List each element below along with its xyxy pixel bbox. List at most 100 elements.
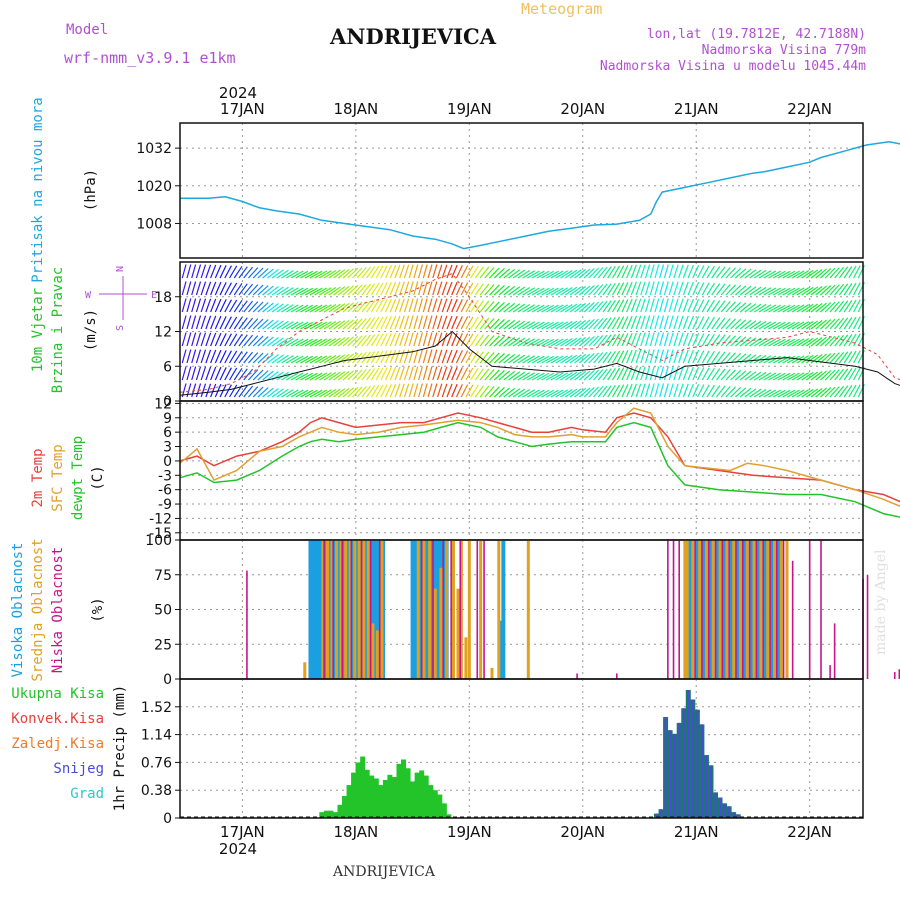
wind-barb xyxy=(276,320,289,330)
wind-barb xyxy=(734,319,747,330)
wind-barb xyxy=(640,315,646,330)
wind-barb xyxy=(427,315,433,330)
wind-barb xyxy=(195,264,202,279)
wind-barb xyxy=(805,286,819,296)
cloud-bar-low xyxy=(341,540,344,679)
wind-barb xyxy=(210,281,217,296)
wind-barb xyxy=(739,268,752,279)
wind-barb xyxy=(782,355,796,364)
wind-barb xyxy=(181,298,187,313)
precip-snow-bar xyxy=(705,755,708,818)
cloud-bar-mid xyxy=(428,540,432,679)
wind-barb xyxy=(715,385,726,398)
wind-barb xyxy=(843,283,853,296)
wind-barb xyxy=(328,354,341,364)
wind-barb xyxy=(569,337,582,347)
wind-barb xyxy=(418,349,423,364)
cloud-bar-mid xyxy=(785,540,789,679)
wind-barb xyxy=(824,335,836,347)
wind-barb xyxy=(829,267,840,279)
wind-barb xyxy=(768,270,781,279)
wind-barb xyxy=(545,355,559,364)
wind-barb xyxy=(248,267,259,279)
wind-barb xyxy=(560,355,573,364)
wind-barb xyxy=(441,349,448,364)
wind-barb xyxy=(248,301,259,313)
wind-barb xyxy=(347,284,359,296)
wind-barb xyxy=(446,281,453,296)
wind-barb xyxy=(763,287,777,296)
wind-barb xyxy=(319,355,332,364)
wind-barb xyxy=(555,355,569,364)
cloud-bar-low xyxy=(694,540,696,679)
wind-barb xyxy=(602,283,612,296)
wind-barb xyxy=(347,267,359,279)
wind-barb xyxy=(555,304,569,313)
wind-barb xyxy=(465,384,474,398)
wind-barb xyxy=(630,366,637,381)
wind-barb xyxy=(219,299,227,313)
cloud-bar-mid xyxy=(303,662,307,679)
wind-barb xyxy=(418,281,423,296)
wind-barb xyxy=(489,318,500,330)
wind-barb xyxy=(300,304,314,313)
wind-barb xyxy=(498,370,511,381)
cloud-bar-high xyxy=(501,540,506,679)
wind-barb xyxy=(687,366,694,381)
cloud-bar-mid xyxy=(371,623,375,679)
wind-barb xyxy=(389,264,397,279)
wind-barb xyxy=(517,287,531,296)
wind-barb xyxy=(489,335,500,347)
wind-barb xyxy=(782,304,796,313)
wind-barb xyxy=(649,332,655,347)
wind-barb xyxy=(772,355,786,364)
wind-barb xyxy=(408,315,414,330)
wind-barb xyxy=(701,333,710,347)
wind-barb xyxy=(281,270,294,279)
wind-barb xyxy=(602,351,612,364)
wind-barb xyxy=(465,282,474,296)
precip-bar xyxy=(437,794,443,818)
wind-barb xyxy=(484,386,495,398)
wind-barb xyxy=(635,298,642,313)
wind-barb xyxy=(455,333,463,347)
wind-barb xyxy=(243,317,254,330)
cloud-bar-high xyxy=(749,540,754,679)
legend-frz: Zaledj.Kisa xyxy=(11,736,104,752)
cloud-bar-high xyxy=(695,540,700,679)
wind-barb xyxy=(796,287,810,296)
bottom-x-label: 19JAN xyxy=(447,823,492,841)
wind-barb xyxy=(541,389,555,398)
wind-barb xyxy=(508,388,521,398)
wind-barb xyxy=(758,372,772,381)
wind-barb xyxy=(531,304,545,313)
wind-barb xyxy=(503,319,516,330)
cloud-bar-low xyxy=(707,540,710,679)
wind-barb xyxy=(436,281,443,296)
wind-barb xyxy=(749,320,762,330)
cloud-bar-high xyxy=(756,540,761,679)
wind-barb xyxy=(214,281,222,296)
cloud-bar-low xyxy=(791,560,794,679)
wind-barb xyxy=(711,283,721,296)
wind-barb xyxy=(465,367,474,381)
wind-barb xyxy=(342,353,354,364)
wind-barb xyxy=(777,338,791,347)
wind-barb xyxy=(663,332,669,347)
wind-barb xyxy=(413,281,419,296)
wind-barb xyxy=(484,284,495,296)
wind-barb xyxy=(262,319,274,330)
wind-barb xyxy=(682,298,689,313)
wind-barb xyxy=(838,283,849,296)
wind-barb xyxy=(361,317,372,330)
cloud-bar-mid xyxy=(353,540,357,679)
wind-barb xyxy=(663,298,669,313)
wind-barb xyxy=(697,367,705,381)
precip-snow-bar xyxy=(682,708,685,818)
wind-barb xyxy=(508,303,521,313)
precip-snow-bar xyxy=(700,724,703,818)
wind-barb xyxy=(758,389,772,398)
cloud-bar-mid xyxy=(459,540,463,679)
wind-barb xyxy=(824,369,836,381)
